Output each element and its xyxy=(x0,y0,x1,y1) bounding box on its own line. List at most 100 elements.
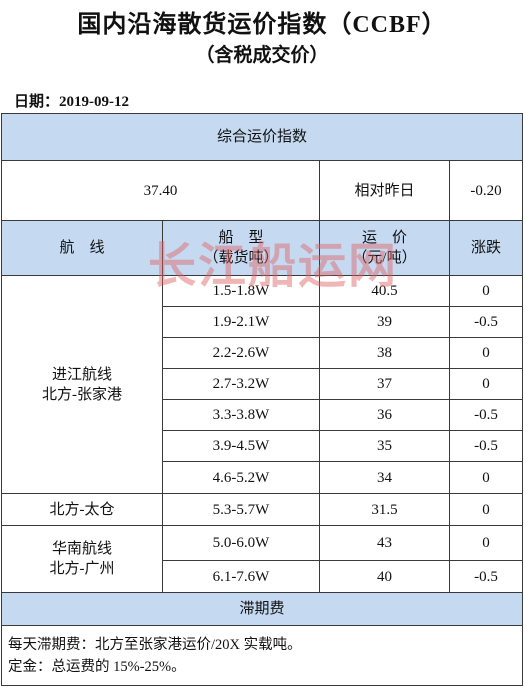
subtitle: （含税成交价） xyxy=(195,45,329,66)
cell-text: 定金：总运费的 15%-25%。 xyxy=(8,658,186,675)
row: 4.6-5.2W 34 0 xyxy=(2,461,524,494)
cell-text: 38 xyxy=(377,345,392,361)
row: 6.1-7.6W 40 -0.5 xyxy=(2,560,524,593)
row: 2.7-3.2W 37 0 xyxy=(2,368,524,400)
cell-text: 0 xyxy=(482,469,490,486)
change: 0 xyxy=(448,368,524,400)
ship-size: 5.3-5.7W xyxy=(162,493,320,526)
column-header: 船 型 （载货吨） xyxy=(162,220,320,276)
cell-text: 进江航线 xyxy=(51,366,112,383)
route: 进江航线北方-张家港 xyxy=(1,275,163,494)
index-value: 37.40 xyxy=(1,160,320,221)
cell-text: 43 xyxy=(377,535,392,551)
row: 综合运价指数 xyxy=(0,113,524,161)
change: -0.5 xyxy=(448,560,524,593)
title: 国内沿海散货运价指数（CCBF） xyxy=(77,12,447,38)
price: 31.5 xyxy=(319,493,450,526)
cell-text: 37 xyxy=(377,376,392,392)
cell-text: 0 xyxy=(482,345,490,361)
cell-text: 航 线 xyxy=(59,240,105,256)
cell-text: 40 xyxy=(377,568,392,585)
notes: 每天滞期费：北方至张家港运价/20X 实载吨。 定金：总运费的 15%-25%。 xyxy=(0,625,524,686)
row: 每天滞期费：北方至张家港运价/20X 实载吨。 定金：总运费的 15%-25%。 xyxy=(0,625,524,686)
cell-text: 34 xyxy=(377,469,392,486)
ship-size: 3.9-4.5W xyxy=(162,430,320,462)
ship-size: 1.5-1.8W xyxy=(162,275,320,307)
cell-text: 北方-张家港 xyxy=(42,386,122,403)
price: 36 xyxy=(319,399,450,431)
cell-text: 31.5 xyxy=(371,501,398,518)
ship-size: 4.6-5.2W xyxy=(162,461,320,494)
cell-text: -0.20 xyxy=(470,182,502,199)
change: 0 xyxy=(448,275,524,307)
cell-text: 运 价 xyxy=(361,230,407,246)
change: 0 xyxy=(448,525,524,561)
column-header: 航 线 xyxy=(1,220,163,276)
change: 0 xyxy=(448,337,524,369)
freight-table: 综合运价指数 37.40 相对昨日 -0.20 航 线 船 型 （载货吨） 运 价 （元/吨） 涨… xyxy=(0,113,524,686)
cell-text: -0.5 xyxy=(474,314,498,330)
row: 37.40 相对昨日 -0.20 xyxy=(1,160,524,221)
cell-text: 5.0-6.0W xyxy=(212,535,270,551)
ship-size: 1.9-2.1W xyxy=(162,306,320,338)
row: 3.3-3.8W 36 -0.5 xyxy=(2,399,524,431)
ship-size: 3.3-3.8W xyxy=(162,399,320,431)
change: -0.5 xyxy=(448,430,524,462)
cell-text: 船 型 xyxy=(218,230,264,246)
cell-text: 2.2-2.6W xyxy=(212,345,270,361)
price: 35 xyxy=(319,430,450,462)
ship-size: 6.1-7.6W xyxy=(162,560,320,593)
cell-text: 1.9-2.1W xyxy=(212,314,270,330)
change-label: 相对昨日 xyxy=(319,160,450,221)
row: 北方-太仓 5.3-5.7W 31.5 0 xyxy=(1,493,524,526)
cell-text: 6.1-7.6W xyxy=(212,568,270,585)
cell-text: 涨跌 xyxy=(471,240,502,256)
index-title: 综合运价指数 xyxy=(0,113,524,161)
cell-text: 2.7-3.2W xyxy=(212,376,270,392)
cell-text: 5.3-5.7W xyxy=(212,501,270,518)
cell-text: 37.40 xyxy=(143,182,178,199)
cell-text: 0 xyxy=(482,535,490,551)
row: 进江航线北方-张家港 1.5-1.8W 40.5 0 xyxy=(1,275,524,494)
price: 38 xyxy=(319,337,450,369)
row: 2.2-2.6W 38 0 xyxy=(2,337,524,369)
cell-text: 每天滞期费：北方至张家港运价/20X 实载吨。 xyxy=(8,636,302,653)
fee-title: 滞期费 xyxy=(0,592,524,626)
ship-size: 2.2-2.6W xyxy=(162,337,320,369)
row: 1.9-2.1W 39 -0.5 xyxy=(2,306,524,338)
cell-text: -0.5 xyxy=(474,568,498,585)
cell-text: 35 xyxy=(377,438,392,454)
cell-text: -0.5 xyxy=(474,438,498,454)
row: 航 线 船 型 （载货吨） 运 价 （元/吨） 涨跌 xyxy=(1,220,524,276)
date: 日期：2019-09-12 xyxy=(14,94,129,110)
cell-text: 40.5 xyxy=(371,283,398,299)
cell-text: 3.9-4.5W xyxy=(212,438,270,454)
change: -0.5 xyxy=(448,306,524,338)
cell-text: （载货吨） xyxy=(203,250,279,266)
cell-text: 1.5-1.8W xyxy=(212,283,270,299)
price: 43 xyxy=(319,525,450,561)
cell-text: 滞期费 xyxy=(239,601,285,617)
cell-text: 北方-广州 xyxy=(49,561,115,577)
cell-text: 0 xyxy=(482,501,490,518)
cell-text: -0.5 xyxy=(474,407,498,423)
cell-text: 0 xyxy=(482,376,490,392)
cell-text: 36 xyxy=(377,407,392,423)
row: 滞期费 xyxy=(0,592,524,626)
price: 40.5 xyxy=(319,275,450,307)
route: 华南航线 北方-广州 xyxy=(1,525,163,593)
price: 39 xyxy=(319,306,450,338)
cell-text: 相对昨日 xyxy=(354,182,415,199)
cell-text: 39 xyxy=(377,314,392,330)
cell-text: 4.6-5.2W xyxy=(212,469,270,486)
change-value: -0.20 xyxy=(448,160,524,221)
column-header: 涨跌 xyxy=(448,220,524,276)
cell-text: 3.3-3.8W xyxy=(212,407,270,423)
cell-text: （元/吨） xyxy=(352,250,417,266)
change: 0 xyxy=(448,493,524,526)
column-header: 运 价 （元/吨） xyxy=(319,220,450,276)
price: 37 xyxy=(319,368,450,400)
price: 34 xyxy=(319,461,450,494)
ship-size: 5.0-6.0W xyxy=(162,525,320,561)
